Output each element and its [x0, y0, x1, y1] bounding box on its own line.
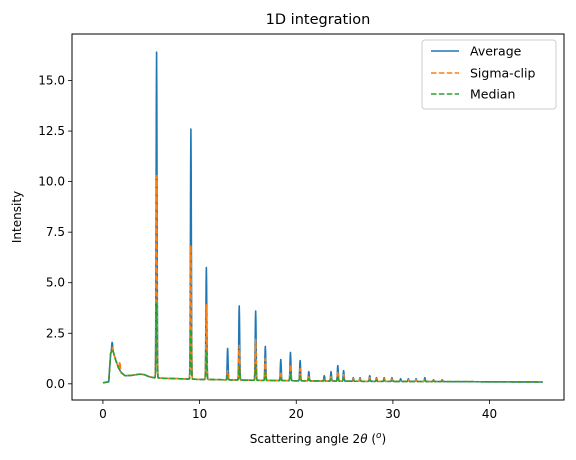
- y-tick-label: 12.5: [38, 124, 65, 138]
- x-tick-label: 30: [385, 407, 400, 421]
- series-line-median: [102, 302, 544, 384]
- y-tick-label: 15.0: [38, 74, 65, 88]
- y-tick-label: 10.0: [38, 175, 65, 189]
- x-axis: 0 10 20 30 40: [99, 400, 497, 421]
- legend: Average Sigma-clip Median: [421, 39, 557, 110]
- plot-area: [71, 33, 565, 401]
- x-tick-label: 0: [99, 407, 107, 421]
- y-tick-label: 0.0: [46, 377, 65, 391]
- chart-title: 1D integration: [266, 12, 371, 28]
- y-tick-label: 5.0: [46, 276, 65, 290]
- x-tick-label: 40: [482, 407, 497, 421]
- legend-frame: [421, 39, 557, 110]
- x-axis-label-unit-close: ): [382, 432, 387, 446]
- y-tick-label: 2.5: [46, 326, 65, 340]
- x-axis-label-unit-sup: o: [376, 431, 382, 441]
- y-axis-label: Intensity: [10, 191, 24, 243]
- legend-label-sigma-clip: Sigma-clip: [470, 66, 536, 81]
- x-axis-label-theta: θ: [360, 432, 368, 446]
- y-axis: 0.0 2.5 5.0 7.5 10.0 12.5 15.0: [38, 74, 72, 391]
- plot-frame: [71, 33, 565, 401]
- x-axis-label-prefix: Scattering angle 2: [250, 432, 360, 446]
- series-layer: [102, 51, 544, 384]
- x-tick-label: 20: [289, 407, 304, 421]
- x-tick-label: 10: [192, 407, 207, 421]
- legend-label-average: Average: [470, 44, 522, 59]
- x-axis-label: Scattering angle 2θ (o): [250, 431, 386, 446]
- legend-label-median: Median: [470, 87, 515, 102]
- y-tick-label: 7.5: [46, 225, 65, 239]
- x-axis-label-unit-open: (: [368, 432, 377, 446]
